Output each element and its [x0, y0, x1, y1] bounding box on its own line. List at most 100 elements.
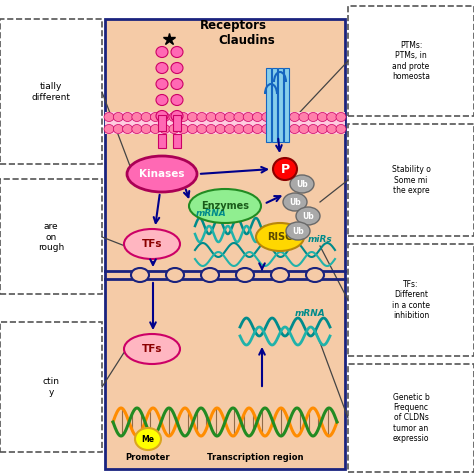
- Ellipse shape: [104, 112, 114, 121]
- Text: Ub: Ub: [292, 227, 304, 236]
- Ellipse shape: [188, 125, 198, 134]
- Text: TFs: TFs: [142, 344, 162, 354]
- Ellipse shape: [215, 125, 225, 134]
- Ellipse shape: [156, 110, 168, 121]
- Text: Me: Me: [142, 435, 155, 444]
- Ellipse shape: [113, 112, 123, 121]
- Ellipse shape: [327, 125, 337, 134]
- Ellipse shape: [104, 125, 114, 134]
- Ellipse shape: [141, 125, 151, 134]
- Ellipse shape: [280, 112, 290, 121]
- Ellipse shape: [243, 125, 253, 134]
- Ellipse shape: [280, 125, 290, 134]
- Text: TFs: TFs: [142, 239, 162, 249]
- Ellipse shape: [318, 125, 328, 134]
- Ellipse shape: [234, 112, 244, 121]
- Ellipse shape: [308, 125, 318, 134]
- Bar: [105, 112, 345, 134]
- Ellipse shape: [178, 112, 188, 121]
- Ellipse shape: [188, 112, 198, 121]
- Text: TFs:
Different
in a conte
inhibition: TFs: Different in a conte inhibition: [392, 280, 430, 320]
- Ellipse shape: [171, 94, 183, 106]
- Ellipse shape: [141, 112, 151, 121]
- Ellipse shape: [271, 112, 281, 121]
- Text: mRNA: mRNA: [295, 309, 326, 318]
- Ellipse shape: [225, 125, 235, 134]
- Ellipse shape: [156, 46, 168, 57]
- Ellipse shape: [234, 125, 244, 134]
- Ellipse shape: [124, 229, 180, 259]
- Ellipse shape: [171, 79, 183, 90]
- Ellipse shape: [286, 222, 310, 240]
- Text: Enzymes: Enzymes: [201, 201, 249, 211]
- Ellipse shape: [262, 125, 272, 134]
- Bar: [158, 134, 166, 148]
- Ellipse shape: [243, 112, 253, 121]
- Ellipse shape: [169, 125, 179, 134]
- Text: Stability o
Some mi
the expre: Stability o Some mi the expre: [392, 165, 430, 195]
- Ellipse shape: [150, 125, 160, 134]
- Ellipse shape: [160, 112, 170, 121]
- Ellipse shape: [156, 63, 168, 73]
- Ellipse shape: [156, 79, 168, 90]
- Ellipse shape: [171, 63, 183, 73]
- Ellipse shape: [171, 46, 183, 57]
- Ellipse shape: [308, 112, 318, 121]
- Text: mRNA: mRNA: [196, 209, 227, 218]
- Ellipse shape: [197, 125, 207, 134]
- Ellipse shape: [189, 189, 261, 223]
- FancyBboxPatch shape: [348, 6, 474, 116]
- Ellipse shape: [290, 112, 300, 121]
- Ellipse shape: [318, 112, 328, 121]
- Ellipse shape: [271, 268, 289, 282]
- Ellipse shape: [296, 207, 320, 225]
- Ellipse shape: [327, 112, 337, 121]
- Text: are
on
rough: are on rough: [38, 222, 64, 252]
- Ellipse shape: [271, 125, 281, 134]
- Text: Transcription region: Transcription region: [207, 454, 303, 463]
- Ellipse shape: [132, 112, 142, 121]
- Text: Kinases: Kinases: [139, 169, 185, 179]
- Ellipse shape: [336, 112, 346, 121]
- Ellipse shape: [178, 125, 188, 134]
- Ellipse shape: [283, 193, 307, 211]
- Ellipse shape: [124, 334, 180, 364]
- FancyBboxPatch shape: [0, 179, 102, 294]
- Text: PTMs:
PTMs, in
and prote
homeosta: PTMs: PTMs, in and prote homeosta: [392, 41, 430, 81]
- Ellipse shape: [253, 112, 263, 121]
- Text: Genetic b
Frequenc
of CLDNs
tumor an
expressio: Genetic b Frequenc of CLDNs tumor an exp…: [392, 392, 429, 443]
- Ellipse shape: [299, 125, 309, 134]
- Ellipse shape: [150, 112, 160, 121]
- Ellipse shape: [197, 112, 207, 121]
- Bar: [278, 68, 283, 142]
- Ellipse shape: [290, 175, 314, 193]
- Ellipse shape: [113, 125, 123, 134]
- FancyBboxPatch shape: [348, 244, 474, 356]
- Text: miRs: miRs: [308, 235, 333, 244]
- Ellipse shape: [171, 110, 183, 121]
- Ellipse shape: [336, 125, 346, 134]
- Text: Ub: Ub: [296, 180, 308, 189]
- Bar: [284, 68, 289, 142]
- Text: Promoter: Promoter: [126, 454, 170, 463]
- Ellipse shape: [156, 94, 168, 106]
- Ellipse shape: [253, 125, 263, 134]
- FancyBboxPatch shape: [0, 19, 102, 164]
- Text: Ub: Ub: [289, 198, 301, 207]
- Ellipse shape: [262, 112, 272, 121]
- Bar: [173, 115, 181, 131]
- Ellipse shape: [215, 112, 225, 121]
- Text: P: P: [281, 163, 290, 175]
- Ellipse shape: [256, 223, 304, 251]
- Ellipse shape: [131, 268, 149, 282]
- Ellipse shape: [225, 112, 235, 121]
- Ellipse shape: [206, 125, 216, 134]
- Text: RISC: RISC: [267, 232, 292, 242]
- Ellipse shape: [299, 112, 309, 121]
- Bar: [266, 68, 271, 142]
- Bar: [105, 19, 345, 469]
- Ellipse shape: [236, 268, 254, 282]
- Text: tially
different: tially different: [31, 82, 71, 102]
- Text: Ub: Ub: [302, 211, 314, 220]
- Text: ctin
y: ctin y: [43, 377, 60, 397]
